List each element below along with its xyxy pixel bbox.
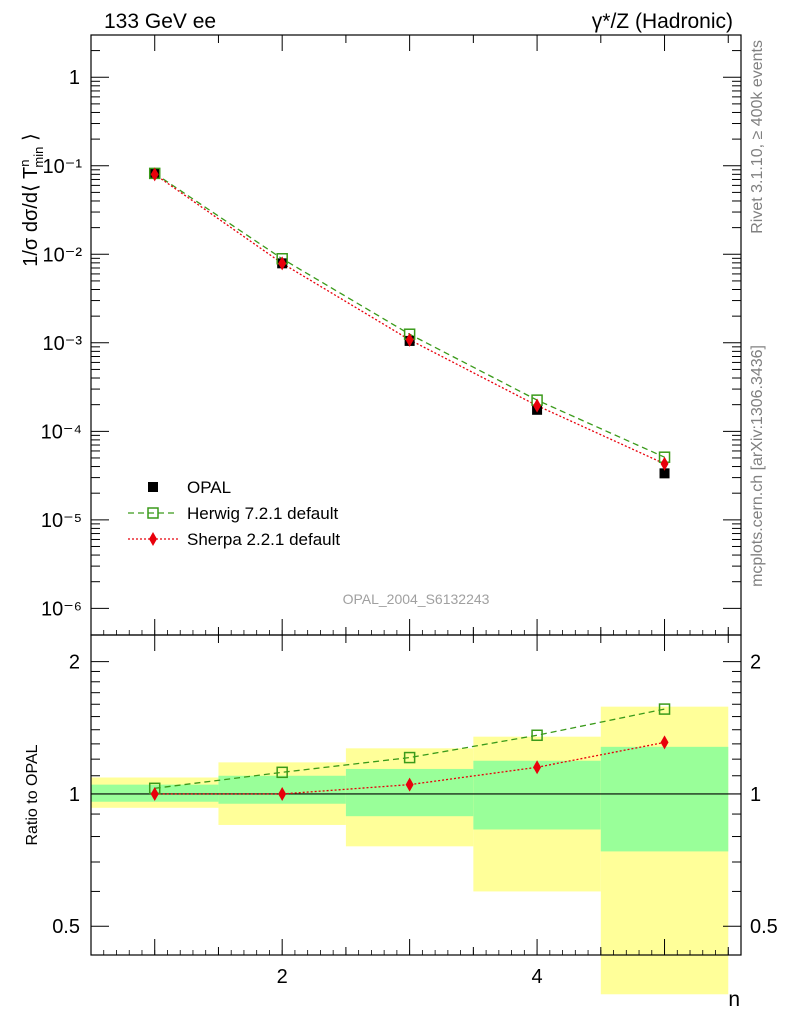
data-point-sherpa xyxy=(278,786,287,801)
ratio-frame xyxy=(90,634,742,956)
legend: OPAL Herwig 7.2.1 default Sherpa 2.2.1 def… xyxy=(128,478,340,549)
ratio-plot-content xyxy=(91,703,741,801)
data-point-sherpa xyxy=(660,456,669,471)
main-ylabel: 1/σ dσ/d⟨ Tnmin ⟩ xyxy=(17,133,46,267)
ratio-ytick-label-right: 1 xyxy=(750,784,761,806)
header-left-label: 133 GeV ee xyxy=(104,10,216,33)
rivet-label: Rivet 3.1.10, ≥ 400k events xyxy=(749,40,766,234)
data-point-herwig xyxy=(658,703,671,715)
band-inner xyxy=(600,746,729,852)
main-ytick-label: 10⁻⁴ xyxy=(41,421,82,443)
data-point-sherpa xyxy=(150,167,159,182)
data-point-sherpa xyxy=(533,398,542,413)
data-point-opal xyxy=(148,482,158,492)
legend-label: OPAL xyxy=(187,478,231,497)
ratio-line-herwig xyxy=(154,708,665,789)
ratio-ylabel: Ratio to OPAL xyxy=(24,744,41,845)
legend-label: Herwig 7.2.1 default xyxy=(187,504,338,523)
watermark-label: OPAL_2004_S6132243 xyxy=(343,591,490,607)
legend-label: Sherpa 2.2.1 default xyxy=(187,530,340,549)
main-plot-content xyxy=(148,167,671,479)
data-point-herwig xyxy=(276,766,288,779)
ratio-ytick-label: 1 xyxy=(69,784,80,806)
ratio-y-axis: 0.5 0.5 1 1 2 2 xyxy=(52,652,778,939)
main-ytick-label: 10⁻⁵ xyxy=(41,510,82,532)
main-y-axis: 10⁻⁶ 10⁻⁵ 10⁻⁴ 10⁻³ 10⁻² 10⁻¹ 1 xyxy=(41,34,741,620)
ratio-ytick-label: 0.5 xyxy=(52,916,80,938)
main-ytick-label: 10⁻¹ xyxy=(43,156,83,178)
data-point-herwig xyxy=(531,729,543,742)
main-panel: 10⁻⁶ 10⁻⁵ 10⁻⁴ 10⁻³ 10⁻² 10⁻¹ 1 1/σ dσ/d⟨ Tnmi… xyxy=(17,34,742,636)
mcplots-label: mcplots.cern.ch [arXiv:1306.3436] xyxy=(749,345,766,587)
data-point-sherpa xyxy=(405,777,414,792)
x-tick-label: 2 xyxy=(277,966,288,988)
data-point-sherpa xyxy=(150,786,159,801)
data-point-herwig xyxy=(403,751,416,764)
main-ytick-label: 10⁻⁶ xyxy=(41,598,82,620)
ratio-ytick-label-right: 2 xyxy=(750,652,761,674)
series-line-herwig xyxy=(154,172,665,458)
band-inner xyxy=(345,768,474,817)
data-point-opal xyxy=(659,468,670,479)
data-point-sherpa xyxy=(660,735,669,750)
header-right-label: γ*/Z (Hadronic) xyxy=(592,10,733,33)
series-line-sherpa xyxy=(154,173,665,465)
ratio-ytick-label-right: 0.5 xyxy=(750,916,778,938)
data-point-sherpa xyxy=(278,256,287,271)
x-tick-label: 4 xyxy=(532,966,543,988)
data-point-sherpa xyxy=(533,760,542,775)
x-axis-label: n xyxy=(728,988,740,1011)
main-ytick-label: 10⁻³ xyxy=(43,333,83,355)
main-ytick-label: 10⁻² xyxy=(43,244,83,266)
ratio-line-sherpa xyxy=(154,741,665,795)
main-x-axis xyxy=(103,35,742,635)
data-point-sherpa xyxy=(405,332,414,347)
main-ytick-label: 1 xyxy=(69,67,80,89)
ratio-ytick-label: 2 xyxy=(69,652,80,674)
data-point-herwig xyxy=(147,507,159,519)
data-point-sherpa xyxy=(149,532,157,546)
